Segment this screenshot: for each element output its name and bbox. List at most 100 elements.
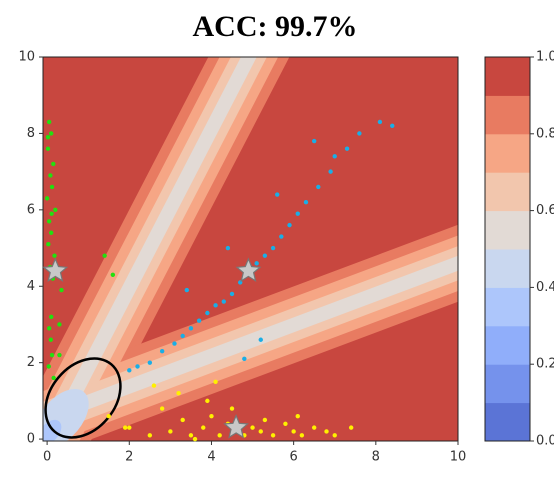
point xyxy=(180,333,185,339)
point xyxy=(262,417,268,423)
point xyxy=(151,383,157,388)
x-tick-label: 2 xyxy=(125,450,133,465)
y-tick-label: 2 xyxy=(27,355,35,370)
colorbar-band xyxy=(485,402,530,442)
point xyxy=(295,211,300,216)
colorbar-tick-label: 0.6 xyxy=(536,203,554,218)
colorbar-band xyxy=(485,133,530,173)
point xyxy=(299,433,305,438)
point xyxy=(180,417,185,423)
colorbar-band xyxy=(485,172,530,212)
point xyxy=(201,425,206,430)
point xyxy=(213,303,218,308)
x-tick-label: 4 xyxy=(207,450,215,465)
point xyxy=(229,291,235,297)
point xyxy=(159,406,165,411)
point xyxy=(49,211,54,216)
colorbar-band xyxy=(485,210,530,250)
y-tick-label: 10 xyxy=(18,50,35,65)
point xyxy=(49,131,54,136)
x-tick-label: 8 xyxy=(372,450,380,465)
point xyxy=(159,349,165,354)
colorbar-band xyxy=(485,57,530,96)
point xyxy=(127,368,132,373)
x-tick-label: 0 xyxy=(43,450,51,465)
point xyxy=(147,433,153,438)
point xyxy=(192,436,198,442)
point xyxy=(176,391,181,396)
point xyxy=(332,154,337,159)
point xyxy=(303,199,309,205)
point xyxy=(229,406,235,411)
colorbar-band xyxy=(485,249,530,288)
point xyxy=(311,138,317,144)
point xyxy=(45,146,51,151)
point xyxy=(390,123,395,128)
point xyxy=(332,433,337,438)
point xyxy=(250,425,255,430)
point xyxy=(51,375,56,381)
point xyxy=(287,222,292,228)
point xyxy=(52,253,57,258)
point xyxy=(196,318,202,323)
point xyxy=(49,352,55,358)
colorbar-tick-label: 0.8 xyxy=(536,126,554,141)
colorbar-band xyxy=(485,287,530,327)
point xyxy=(48,173,53,178)
point xyxy=(48,337,54,342)
point xyxy=(328,169,333,174)
point xyxy=(283,421,288,427)
point xyxy=(49,230,54,235)
point xyxy=(53,207,58,213)
point xyxy=(102,253,107,258)
point xyxy=(311,425,317,430)
colorbar-band xyxy=(485,364,530,404)
point xyxy=(57,322,62,327)
point xyxy=(270,245,276,251)
point xyxy=(279,234,284,239)
point xyxy=(49,184,55,190)
point xyxy=(147,360,153,365)
point xyxy=(106,413,111,419)
centroid-star xyxy=(42,257,69,282)
y-tick-label: 6 xyxy=(27,202,35,217)
point xyxy=(209,413,214,419)
point xyxy=(254,261,259,266)
point xyxy=(46,119,52,125)
point xyxy=(49,314,54,320)
point xyxy=(217,433,222,438)
point xyxy=(258,429,263,434)
centroid-star xyxy=(235,257,262,282)
centroid-star xyxy=(223,414,249,439)
colorbar-tick-label: 0.4 xyxy=(536,280,554,295)
point xyxy=(168,429,173,434)
point xyxy=(324,429,329,434)
point xyxy=(188,326,194,331)
point xyxy=(46,242,51,247)
colorbar-band xyxy=(485,95,530,135)
x-tick-label: 6 xyxy=(290,450,298,465)
colorbar-frame xyxy=(484,56,531,442)
point xyxy=(225,245,231,251)
decision-ellipse xyxy=(44,357,122,439)
point xyxy=(127,425,132,430)
point xyxy=(51,161,56,167)
plot-frame xyxy=(42,56,459,442)
point xyxy=(57,352,62,358)
point xyxy=(122,425,128,430)
point xyxy=(135,364,140,369)
point xyxy=(316,184,321,190)
point xyxy=(357,131,362,136)
point xyxy=(295,413,300,419)
point xyxy=(291,429,296,434)
point xyxy=(242,356,247,362)
point xyxy=(205,398,210,404)
point xyxy=(213,379,218,384)
x-tick-label: 10 xyxy=(450,450,467,465)
colorbar-tick-label: 0.0 xyxy=(536,434,554,449)
point xyxy=(44,196,50,201)
colorbar-tick-label: 0.2 xyxy=(536,357,554,372)
point xyxy=(45,135,51,140)
point xyxy=(262,253,268,258)
